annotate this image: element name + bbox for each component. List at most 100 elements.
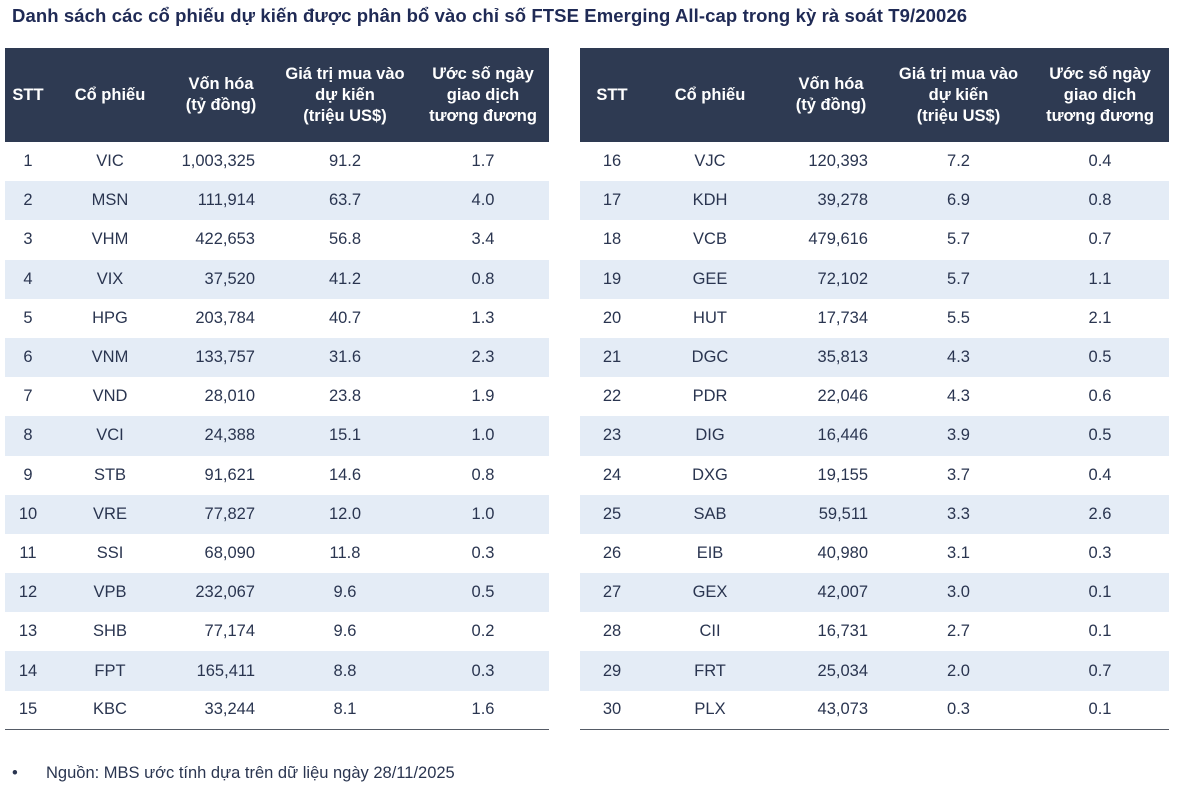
cell-ticker: SHB xyxy=(51,612,169,652)
table-row: 29 FRT 25,034 2.0 0.7 xyxy=(580,651,1169,691)
source-footnote: • Nguồn: MBS ước tính dựa trên dữ liệu ng… xyxy=(12,764,455,783)
table-row: 14 FPT 165,411 8.8 0.3 xyxy=(5,651,549,691)
cell-stt: 22 xyxy=(580,377,644,417)
cell-ticker: VRE xyxy=(51,494,169,534)
cell-expected-buy: 5.5 xyxy=(886,298,1031,338)
cell-expected-buy: 9.6 xyxy=(273,612,417,652)
cell-ticker: VIX xyxy=(51,259,169,299)
cell-trading-days: 0.4 xyxy=(1031,142,1169,182)
header-stt: STT xyxy=(5,48,51,142)
cell-trading-days: 3.4 xyxy=(417,220,549,260)
cell-ticker: PLX xyxy=(644,690,776,731)
cell-market-cap: 165,411 xyxy=(169,651,273,691)
cell-market-cap: 33,244 xyxy=(169,690,273,731)
cell-stt: 5 xyxy=(5,298,51,338)
cell-trading-days: 0.8 xyxy=(417,455,549,495)
stock-table-left: STT Cổ phiếu Vốn hóa (tỷ đồng) Giá trị mu… xyxy=(5,48,549,731)
cell-stt: 8 xyxy=(5,416,51,456)
cell-trading-days: 1.7 xyxy=(417,142,549,182)
cell-ticker: HPG xyxy=(51,298,169,338)
cell-market-cap: 19,155 xyxy=(776,455,886,495)
cell-trading-days: 0.8 xyxy=(417,259,549,299)
cell-trading-days: 1.0 xyxy=(417,494,549,534)
cell-ticker: DXG xyxy=(644,455,776,495)
cell-market-cap: 24,388 xyxy=(169,416,273,456)
table-row: 27 GEX 42,007 3.0 0.1 xyxy=(580,573,1169,613)
cell-stt: 28 xyxy=(580,612,644,652)
cell-stt: 3 xyxy=(5,220,51,260)
cell-ticker: STB xyxy=(51,455,169,495)
cell-market-cap: 39,278 xyxy=(776,181,886,221)
table-row: 25 SAB 59,511 3.3 2.6 xyxy=(580,494,1169,534)
cell-ticker: VNM xyxy=(51,337,169,378)
cell-expected-buy: 3.7 xyxy=(886,455,1031,495)
cell-ticker: EIB xyxy=(644,533,776,574)
cell-market-cap: 111,914 xyxy=(169,181,273,221)
cell-stt: 7 xyxy=(5,377,51,417)
cell-trading-days: 0.7 xyxy=(1031,220,1169,260)
table-row: 8 VCI 24,388 15.1 1.0 xyxy=(5,416,549,456)
cell-stt: 27 xyxy=(580,573,644,613)
cell-trading-days: 2.1 xyxy=(1031,298,1169,338)
cell-ticker: VND xyxy=(51,377,169,417)
table-row: 19 GEE 72,102 5.7 1.1 xyxy=(580,259,1169,299)
cell-stt: 19 xyxy=(580,259,644,299)
header-expected-buy: Giá trị mua vào dự kiến (triệu US$) xyxy=(273,48,417,142)
table-row: 1 VIC 1,003,325 91.2 1.7 xyxy=(5,142,549,182)
cell-stt: 12 xyxy=(5,573,51,613)
cell-stt: 13 xyxy=(5,612,51,652)
table-row: 16 VJC 120,393 7.2 0.4 xyxy=(580,142,1169,182)
table-row: 6 VNM 133,757 31.6 2.3 xyxy=(5,337,549,378)
cell-market-cap: 72,102 xyxy=(776,259,886,299)
cell-market-cap: 91,621 xyxy=(169,455,273,495)
cell-expected-buy: 8.8 xyxy=(273,651,417,691)
cell-market-cap: 43,073 xyxy=(776,690,886,731)
cell-expected-buy: 41.2 xyxy=(273,259,417,299)
cell-expected-buy: 4.3 xyxy=(886,377,1031,417)
cell-trading-days: 2.6 xyxy=(1031,494,1169,534)
cell-stt: 6 xyxy=(5,337,51,378)
cell-ticker: DGC xyxy=(644,337,776,378)
table-row: 24 DXG 19,155 3.7 0.4 xyxy=(580,455,1169,495)
table-row: 21 DGC 35,813 4.3 0.5 xyxy=(580,337,1169,378)
cell-ticker: SSI xyxy=(51,533,169,574)
cell-market-cap: 40,980 xyxy=(776,533,886,574)
cell-expected-buy: 3.0 xyxy=(886,573,1031,613)
cell-trading-days: 1.9 xyxy=(417,377,549,417)
cell-market-cap: 59,511 xyxy=(776,494,886,534)
cell-market-cap: 422,653 xyxy=(169,220,273,260)
cell-expected-buy: 56.8 xyxy=(273,220,417,260)
cell-trading-days: 0.2 xyxy=(417,612,549,652)
cell-trading-days: 0.1 xyxy=(1031,573,1169,613)
cell-expected-buy: 11.8 xyxy=(273,533,417,574)
cell-stt: 20 xyxy=(580,298,644,338)
cell-stt: 17 xyxy=(580,181,644,221)
cell-trading-days: 0.5 xyxy=(1031,416,1169,456)
table-row: 23 DIG 16,446 3.9 0.5 xyxy=(580,416,1169,456)
cell-ticker: KBC xyxy=(51,690,169,731)
header-trading-days: Ước số ngày giao dịch tương đương xyxy=(1031,48,1169,142)
cell-market-cap: 42,007 xyxy=(776,573,886,613)
cell-expected-buy: 9.6 xyxy=(273,573,417,613)
cell-ticker: FRT xyxy=(644,651,776,691)
table-row: 2 MSN 111,914 63.7 4.0 xyxy=(5,181,549,221)
cell-expected-buy: 12.0 xyxy=(273,494,417,534)
cell-trading-days: 1.3 xyxy=(417,298,549,338)
cell-market-cap: 37,520 xyxy=(169,259,273,299)
cell-ticker: MSN xyxy=(51,181,169,221)
cell-ticker: VCI xyxy=(51,416,169,456)
cell-expected-buy: 15.1 xyxy=(273,416,417,456)
cell-expected-buy: 3.9 xyxy=(886,416,1031,456)
cell-expected-buy: 4.3 xyxy=(886,337,1031,378)
cell-trading-days: 0.5 xyxy=(1031,337,1169,378)
cell-trading-days: 0.6 xyxy=(1031,377,1169,417)
cell-market-cap: 232,067 xyxy=(169,573,273,613)
cell-ticker: FPT xyxy=(51,651,169,691)
cell-expected-buy: 91.2 xyxy=(273,142,417,182)
cell-ticker: VCB xyxy=(644,220,776,260)
cell-stt: 10 xyxy=(5,494,51,534)
cell-trading-days: 0.1 xyxy=(1031,690,1169,731)
cell-ticker: KDH xyxy=(644,181,776,221)
cell-market-cap: 203,784 xyxy=(169,298,273,338)
cell-ticker: PDR xyxy=(644,377,776,417)
